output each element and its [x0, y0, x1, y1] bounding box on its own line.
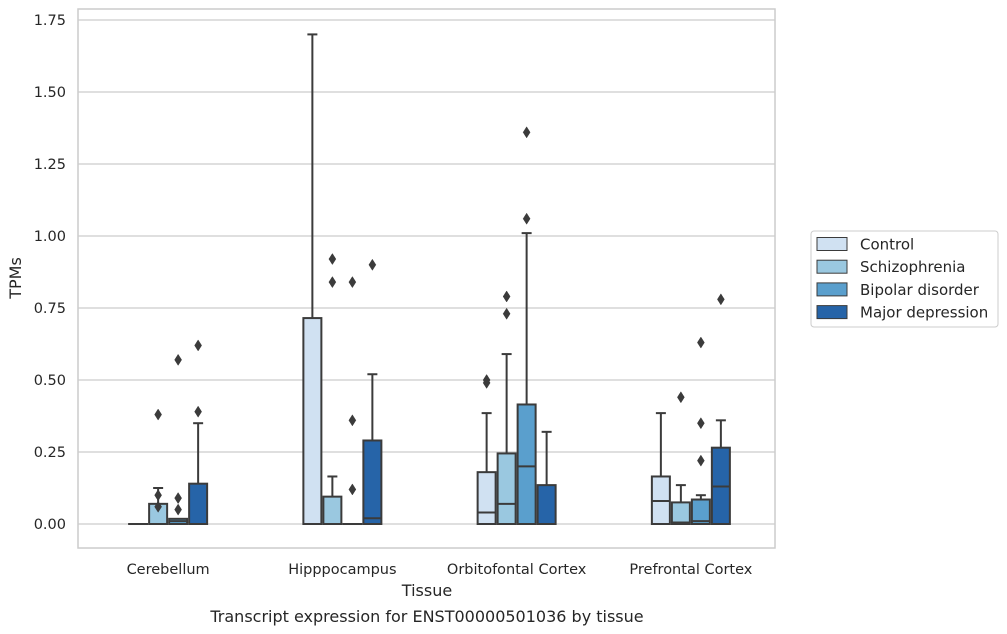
- box-body: [690, 498, 711, 525]
- outlier-point: [697, 454, 705, 467]
- x-tick-labels: Cerebellum Hipppocampus Orbitofontal Corte…: [127, 562, 753, 578]
- y-tick-label: 0.25: [34, 445, 66, 461]
- outlier-point: [522, 212, 531, 225]
- legend-label: Schizophrenia: [860, 258, 965, 276]
- box-0-1: [302, 33, 323, 525]
- outlier-point: [328, 253, 337, 266]
- box-body: [362, 439, 383, 526]
- y-tick-labels: 0.00 0.25 0.50 0.75 1.00 1.25 1.50 1.75: [34, 13, 66, 533]
- outlier-point: [154, 500, 162, 513]
- box-1-0: [148, 408, 169, 525]
- outlier-point: [482, 374, 491, 386]
- legend-label: Control: [860, 236, 914, 254]
- outlier-point: [194, 405, 202, 418]
- box-3-3: [710, 293, 731, 525]
- outlier-point: [522, 126, 531, 139]
- box-3-1: [362, 258, 383, 526]
- y-tick-label: 1.50: [34, 85, 66, 101]
- x-tick-label: Prefrontal Cortex: [629, 562, 752, 578]
- box-0-2: [476, 374, 497, 526]
- outlier-point: [502, 307, 511, 320]
- outlier-point: [697, 336, 705, 349]
- box-3-2: [536, 430, 557, 525]
- y-tick-label: 0.00: [34, 517, 66, 533]
- box-series: [128, 33, 731, 526]
- box-1-3: [670, 391, 691, 525]
- y-tick-label: 1.25: [34, 157, 66, 173]
- outlier-point: [717, 293, 725, 306]
- box-1-1: [322, 253, 343, 526]
- box-body: [536, 484, 557, 525]
- x-tick-label: Cerebellum: [127, 562, 210, 578]
- legend-swatch: [816, 237, 848, 251]
- outlier-point: [348, 483, 357, 496]
- outlier-point: [174, 503, 182, 516]
- box-body: [496, 452, 517, 525]
- plot-frame: [77, 8, 776, 549]
- legend-label: Major depression: [860, 304, 988, 322]
- x-tick-label: Orbitofontal Cortex: [447, 562, 587, 578]
- outlier-point: [502, 290, 511, 303]
- chart-caption: Transcript expression for ENST0000050103…: [209, 607, 643, 626]
- box-body: [302, 317, 323, 525]
- box-1-2: [496, 290, 517, 525]
- outlier-point: [368, 258, 377, 271]
- outlier-point: [348, 414, 357, 427]
- legend: Control Schizophrenia Bipolar disorder Majo…: [810, 230, 999, 328]
- box-3-0: [188, 339, 209, 525]
- legend-swatch: [816, 259, 848, 274]
- legend-swatch: [816, 305, 848, 320]
- outlier-point: [328, 276, 337, 289]
- box-2-3: [690, 336, 711, 525]
- y-tick-label: 1.75: [34, 13, 66, 29]
- outlier-point: [194, 339, 202, 352]
- y-tick-label: 0.75: [34, 301, 66, 317]
- box-body: [188, 482, 209, 525]
- outlier-point: [154, 408, 162, 421]
- outlier-point: [154, 489, 162, 502]
- box-body: [476, 471, 497, 526]
- box-body: [516, 403, 537, 526]
- outlier-point: [348, 276, 357, 289]
- outlier-point: [677, 391, 685, 404]
- outlier-point: [697, 417, 705, 430]
- legend-swatch: [816, 282, 848, 297]
- y-tick-label: 0.50: [34, 373, 66, 389]
- legend-frame: [810, 230, 999, 328]
- legend-label: Bipolar disorder: [860, 281, 980, 299]
- outlier-point: [174, 353, 182, 366]
- box-2-0: [168, 353, 189, 525]
- y-axis-title: TPMs: [6, 257, 25, 300]
- box-body: [670, 501, 691, 525]
- box-body: [322, 495, 343, 526]
- outlier-point: [174, 492, 182, 505]
- x-tick-label: Hipppocampus: [288, 562, 396, 578]
- y-tick-label: 1.00: [34, 229, 66, 245]
- box-2-2: [516, 126, 537, 526]
- x-axis-title: Tissue: [401, 581, 452, 600]
- box-2-1: [342, 276, 363, 526]
- box-0-3: [650, 412, 671, 526]
